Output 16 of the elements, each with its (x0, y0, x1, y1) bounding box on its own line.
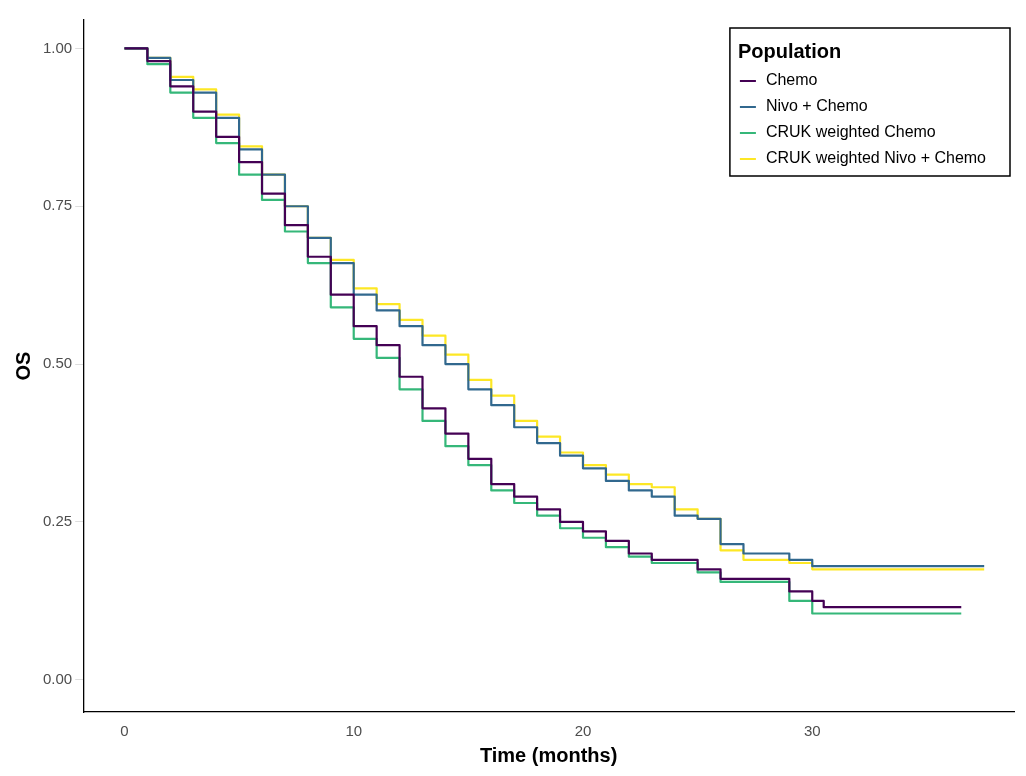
x-axis-title: Time (months) (479, 743, 618, 766)
y-tick-label: 0.25 (42, 512, 73, 530)
x-tick-label: 20 (574, 722, 592, 740)
legend-label: CRUK weighted Chemo (765, 123, 936, 141)
x-tick-label: 30 (803, 722, 821, 740)
legend-label: CRUK weighted Nivo + Chemo (765, 149, 987, 167)
x-tick-label: 0 (120, 722, 129, 740)
y-tick-label: 0.75 (42, 196, 73, 214)
legend-label: Chemo (765, 71, 818, 89)
y-tick-label: 0.00 (42, 669, 73, 687)
legend-label: Nivo + Chemo (765, 97, 868, 115)
y-axis-title: OS (11, 351, 34, 381)
x-tick-label: 10 (345, 722, 363, 740)
y-tick-label: 1.00 (42, 38, 73, 56)
legend-title: Population (737, 39, 842, 62)
y-tick-label: 0.50 (42, 354, 73, 372)
